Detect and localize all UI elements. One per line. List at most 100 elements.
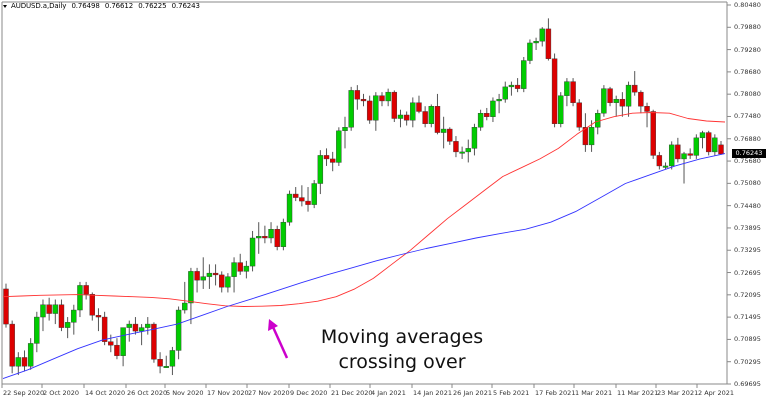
candle: [225, 276, 231, 288]
candle: [52, 304, 59, 314]
candle: [354, 90, 361, 100]
price-tick-label: 0.69695: [734, 380, 761, 388]
candle: [219, 274, 225, 288]
candle: [323, 155, 330, 160]
candle: [40, 304, 46, 318]
candle: [274, 229, 280, 247]
high-value: 0.76612: [104, 2, 134, 10]
candle: [459, 151, 465, 154]
candle: [403, 114, 410, 121]
price-tick-label: 0.72695: [734, 268, 761, 277]
candle: [440, 128, 447, 133]
candle: [539, 28, 545, 42]
candle: [471, 127, 478, 149]
candle: [490, 100, 496, 117]
candle: [632, 84, 638, 93]
date-tick-label: 14 Jan 2021: [413, 389, 452, 397]
price-tick-label: 0.78680: [734, 67, 761, 76]
candle: [607, 88, 613, 103]
candle: [89, 294, 95, 316]
candle: [280, 221, 287, 247]
candle: [453, 141, 459, 153]
candle: [64, 322, 71, 328]
candle: [157, 359, 163, 367]
price-tick-label: 0.73295: [734, 246, 761, 255]
candle: [687, 153, 693, 156]
candle: [712, 137, 718, 153]
candle: [249, 237, 256, 267]
candle: [570, 81, 576, 103]
date-tick-label: 4 Jan 2021: [371, 389, 406, 397]
candle: [416, 102, 422, 112]
candle: [206, 272, 213, 277]
candle: [262, 236, 268, 239]
candle: [9, 323, 15, 367]
open-value: 0.76498: [71, 2, 100, 10]
candle: [329, 158, 336, 163]
symbol-label: AUDUSD.a,Daily: [11, 2, 67, 10]
candle: [342, 127, 348, 132]
candle: [200, 276, 206, 281]
candle: [212, 272, 219, 276]
annotation-line-1: Moving averages: [320, 326, 484, 348]
close-value: 0.76243: [171, 2, 200, 10]
candle: [521, 60, 527, 89]
candle: [613, 98, 619, 103]
candle: [564, 81, 570, 96]
candle: [379, 95, 385, 102]
low-value: 0.76225: [138, 2, 167, 10]
candle: [3, 288, 9, 325]
date-tick-label: 26 Oct 2020: [127, 389, 168, 397]
candle: [582, 127, 589, 146]
candle: [428, 106, 435, 124]
candle: [668, 144, 675, 167]
candle: [256, 236, 262, 239]
candle: [34, 316, 40, 344]
chevron-down-icon[interactable]: [3, 4, 7, 8]
candle: [237, 262, 243, 272]
candle: [502, 86, 508, 100]
price-tick-label: 0.74480: [734, 201, 761, 210]
candle: [644, 106, 650, 112]
candle: [705, 132, 712, 153]
price-tick-label: 0.77480: [734, 112, 761, 121]
candle: [286, 193, 293, 223]
candle: [385, 91, 391, 102]
annotation-arrow: [271, 326, 289, 359]
candle: [145, 323, 151, 328]
candle: [656, 155, 663, 167]
current-price-tag: 0.76243: [732, 149, 766, 159]
date-tick-label: 2 Apr 2021: [698, 389, 735, 397]
candle: [558, 95, 564, 124]
date-tick-label: 14 Oct 2020: [85, 389, 126, 397]
candle: [551, 58, 558, 124]
candle: [650, 111, 656, 156]
candle: [317, 155, 324, 184]
candle: [108, 341, 114, 346]
date-tick-label: 1 Mar 2021: [575, 389, 613, 397]
candle: [231, 262, 237, 277]
candle: [391, 91, 398, 119]
candle: [465, 148, 471, 153]
date-tick-label: 26 Jan 2021: [453, 389, 492, 397]
date-tick-label: 5 Feb 2021: [493, 389, 530, 397]
candle: [21, 357, 28, 367]
candle: [422, 111, 428, 124]
candle: [693, 137, 700, 156]
date-tick-label: 11 Mar 2021: [617, 389, 659, 397]
candle: [595, 113, 601, 128]
candle: [305, 200, 311, 205]
candle: [163, 366, 169, 368]
candle: [311, 183, 317, 205]
price-tick-label: 0.70895: [734, 335, 761, 344]
candle: [545, 28, 552, 59]
candle: [514, 84, 521, 89]
candle: [588, 127, 595, 146]
candle: [243, 265, 250, 272]
candle: [120, 327, 126, 356]
candle: [46, 304, 52, 314]
candle: [83, 285, 89, 295]
candle: [77, 285, 83, 311]
